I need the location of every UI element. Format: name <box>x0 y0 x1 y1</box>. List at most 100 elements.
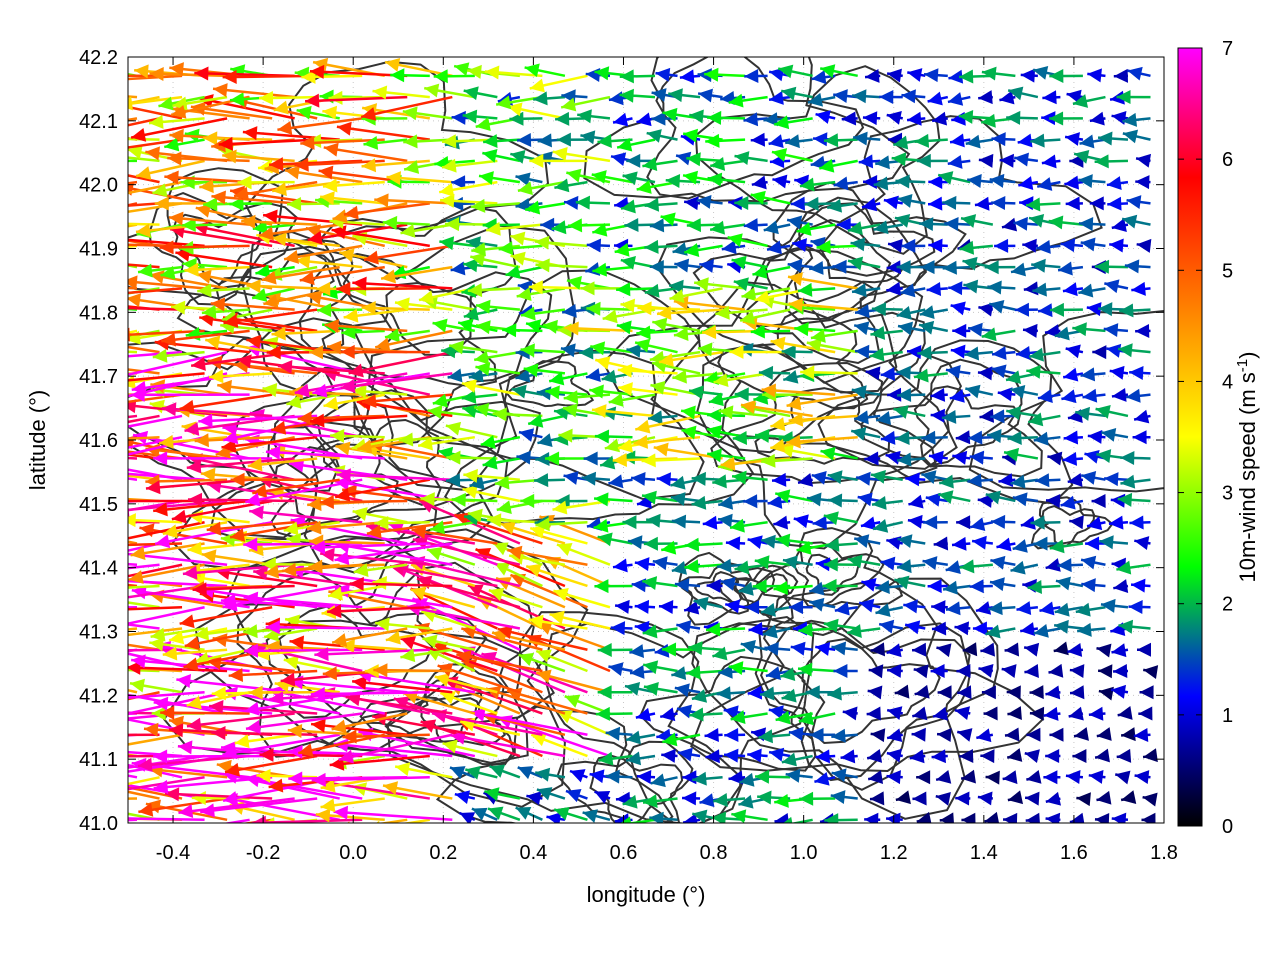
wind-arrow <box>706 578 723 593</box>
wind-arrow <box>718 495 746 510</box>
wind-arrow <box>1004 727 1020 742</box>
wind-arrow <box>783 816 813 823</box>
wind-arrow <box>748 621 768 636</box>
wind-arrow <box>870 642 886 657</box>
wind-arrow <box>723 748 746 763</box>
wind-arrow <box>411 525 498 545</box>
wind-arrow <box>612 112 633 127</box>
wind-arrow <box>1113 68 1128 83</box>
wind-arrow <box>597 685 633 700</box>
wind-arrow <box>886 748 903 763</box>
wind-arrow <box>427 405 475 420</box>
wind-arrow <box>754 555 791 570</box>
wind-arrow <box>178 797 295 818</box>
wind-arrow <box>612 558 633 573</box>
wind-arrow <box>956 728 973 742</box>
wind-arrow <box>822 578 858 593</box>
wind-arrow <box>759 686 791 701</box>
wind-arrow <box>179 606 273 629</box>
wind-arrow <box>1041 154 1061 169</box>
wind-arrow <box>475 548 566 588</box>
wind-arrow <box>1117 706 1133 720</box>
wind-arrow <box>797 662 836 677</box>
wind-arrow <box>224 754 318 777</box>
wind-arrow <box>400 648 453 663</box>
wind-arrow <box>150 627 205 642</box>
wind-arrow <box>1080 470 1106 485</box>
wind-arrow <box>833 664 858 679</box>
wind-arrow <box>1091 493 1106 508</box>
wind-arrow <box>128 786 183 800</box>
wind-arrow <box>128 667 138 673</box>
wind-arrow <box>1106 176 1129 191</box>
wind-arrow <box>797 473 814 487</box>
wind-arrow <box>1022 238 1038 253</box>
wind-arrow <box>1098 664 1113 679</box>
wind-arrow <box>896 305 926 320</box>
wind-arrow <box>684 537 723 552</box>
wind-arrow <box>610 621 633 636</box>
wind-arrow <box>704 728 723 743</box>
wind-arrow <box>1136 238 1152 253</box>
wind-arrow <box>774 489 813 504</box>
wind-arrow <box>947 92 971 106</box>
wind-arrow <box>331 627 408 647</box>
wind-arrow <box>677 747 701 762</box>
wind-arrow <box>286 393 340 409</box>
wind-arrow <box>1122 112 1151 127</box>
wind-arrow <box>895 431 926 446</box>
wind-arrow <box>985 770 1000 785</box>
wind-arrow <box>948 281 971 296</box>
wind-arrow <box>556 542 611 566</box>
wind-arrow <box>1026 364 1061 379</box>
wind-arrow <box>643 682 678 696</box>
wind-arrow <box>261 557 318 572</box>
wind-arrow <box>524 200 566 215</box>
wind-arrow <box>644 197 678 212</box>
wind-arrow <box>705 749 723 764</box>
wind-arrow <box>879 89 903 104</box>
wind-arrow <box>462 109 498 124</box>
wind-arrow <box>875 603 904 617</box>
wind-arrow <box>128 643 160 651</box>
wind-arrow <box>212 83 295 99</box>
wind-arrow <box>1069 664 1085 679</box>
wind-arrow <box>487 806 521 821</box>
wind-arrow <box>880 366 903 381</box>
wind-arrow <box>561 89 588 104</box>
wind-arrow <box>549 610 611 630</box>
y-tick-label: 41.0 <box>79 813 118 835</box>
wind-arrow <box>608 662 633 676</box>
x-tick-label: 1.4 <box>970 842 998 864</box>
wind-arrow <box>969 517 994 532</box>
y-tick-label: 42.0 <box>79 175 118 197</box>
wind-arrow <box>942 580 971 595</box>
wind-arrow <box>1134 770 1151 785</box>
wind-arrow <box>1126 195 1151 209</box>
wind-arrow <box>1111 387 1129 402</box>
wind-arrow <box>911 727 926 742</box>
wind-arrow <box>1063 430 1083 445</box>
wind-arrow <box>642 157 678 171</box>
wind-arrow <box>635 414 701 434</box>
wind-arrow <box>950 344 971 359</box>
wind-arrow <box>128 790 160 800</box>
wind-arrow <box>1042 90 1061 105</box>
wind-arrow <box>650 773 678 788</box>
wind-arrow <box>535 649 588 673</box>
wind-arrow <box>725 536 746 551</box>
wind-arrow <box>429 520 476 535</box>
wind-arrow <box>923 68 948 83</box>
wind-arrow <box>930 408 948 423</box>
wind-arrow <box>1075 406 1106 421</box>
wind-arrow <box>297 411 385 426</box>
wind-arrow <box>1030 515 1061 530</box>
wind-arrow <box>593 492 633 507</box>
wind-arrow <box>916 770 931 785</box>
wind-arrow <box>128 712 138 716</box>
wind-arrow <box>128 552 228 566</box>
wind-arrow <box>1076 792 1091 807</box>
wind-arrow <box>594 579 633 594</box>
wind-arrow <box>153 451 273 466</box>
wind-arrow <box>860 516 881 531</box>
